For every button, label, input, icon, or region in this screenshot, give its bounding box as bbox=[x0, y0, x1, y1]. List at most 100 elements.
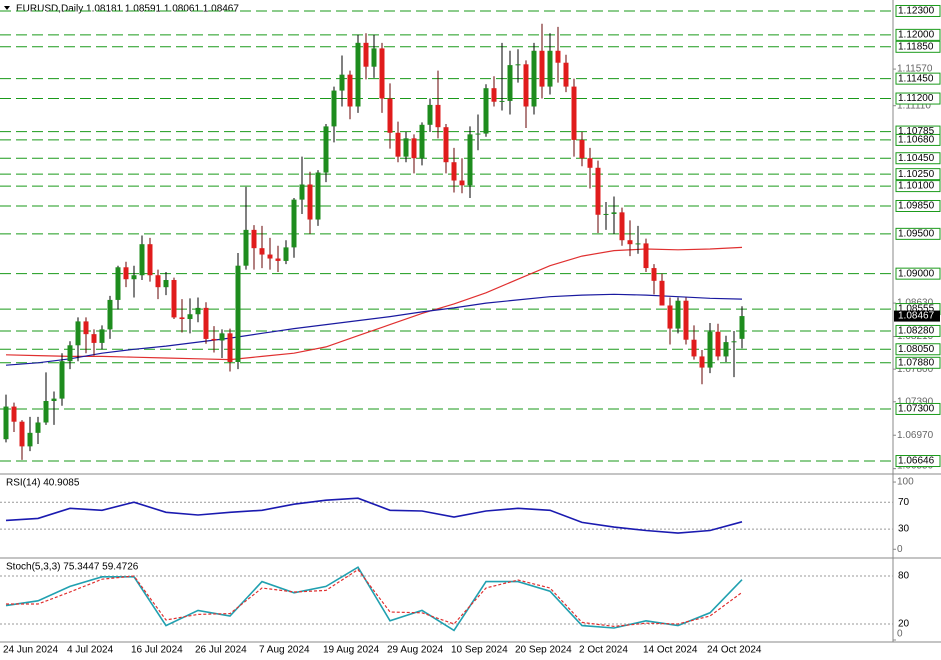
candle-body bbox=[699, 356, 705, 368]
candle-body bbox=[507, 65, 513, 101]
candle-body bbox=[99, 329, 105, 343]
candle-body bbox=[475, 133, 481, 135]
candle-body bbox=[331, 90, 337, 127]
level-label-box bbox=[895, 199, 941, 212]
candle-body bbox=[91, 334, 97, 343]
x-tick-label: 2 Oct 2024 bbox=[579, 645, 628, 656]
candle-body bbox=[499, 100, 505, 102]
indicator-line bbox=[5, 293, 743, 366]
x-tick-label: 4 Jul 2024 bbox=[67, 645, 114, 656]
level-label-box bbox=[895, 267, 941, 280]
candle-body bbox=[251, 229, 257, 249]
candle-body bbox=[587, 158, 593, 168]
candle-body bbox=[523, 64, 529, 107]
candle-body bbox=[227, 333, 233, 362]
candle-body bbox=[43, 401, 49, 423]
candle-body bbox=[291, 199, 297, 248]
level-label-box bbox=[895, 455, 941, 468]
x-tick-label: 19 Aug 2024 bbox=[323, 645, 380, 656]
candle-body bbox=[611, 212, 617, 214]
level-label: 1.12000 bbox=[898, 30, 935, 41]
level-label-box bbox=[895, 343, 941, 356]
candle-body bbox=[595, 167, 601, 215]
candle-body bbox=[443, 127, 449, 163]
candle-body bbox=[275, 258, 281, 261]
x-tick-label: 20 Sep 2024 bbox=[515, 645, 572, 656]
candle-body bbox=[179, 317, 185, 320]
level-label: 1.07300 bbox=[898, 404, 935, 415]
candle-body bbox=[75, 321, 81, 346]
chart-title: EURUSD,Daily 1.08181 1.08591 1.08061 1.0… bbox=[16, 4, 239, 15]
candle-body bbox=[731, 341, 737, 343]
candle-body bbox=[683, 300, 689, 340]
level-label: 1.09850 bbox=[898, 201, 935, 212]
level-label-box bbox=[895, 92, 941, 105]
level-label: 70 bbox=[898, 497, 910, 508]
candle-body bbox=[707, 331, 713, 368]
level-label: 30 bbox=[898, 524, 910, 535]
candle-body bbox=[435, 104, 441, 128]
candle-body bbox=[195, 307, 201, 315]
level-label: 1.07880 bbox=[898, 357, 935, 368]
candle-body bbox=[3, 406, 9, 440]
candle-body bbox=[571, 86, 577, 140]
candle-body bbox=[643, 243, 649, 269]
candle-body bbox=[187, 314, 193, 320]
level-label: 1.11850 bbox=[898, 41, 934, 52]
indicator-line bbox=[5, 497, 743, 534]
candle-body bbox=[139, 244, 145, 276]
candle-body bbox=[675, 300, 681, 329]
candle-body bbox=[11, 406, 17, 422]
level-label: 1.11450 bbox=[898, 73, 934, 84]
y-tick-label: 1.07390 bbox=[897, 396, 934, 407]
candle-body bbox=[547, 50, 553, 87]
last-price-label: 1.08467 bbox=[898, 311, 935, 322]
candle-body bbox=[539, 50, 545, 87]
candle-body bbox=[355, 42, 361, 107]
level-label-box bbox=[895, 180, 941, 193]
y-tick-label: 1.11110 bbox=[897, 100, 931, 111]
y-tick-label: 1.11570 bbox=[897, 64, 933, 75]
level-label-box bbox=[895, 152, 941, 165]
candle-body bbox=[715, 331, 721, 357]
level-label-box bbox=[895, 4, 941, 17]
level-label: 1.09000 bbox=[898, 268, 935, 279]
candle-body bbox=[67, 345, 73, 362]
level-label: 1.08050 bbox=[898, 344, 935, 355]
level-label: 1.10100 bbox=[898, 181, 935, 192]
indicator-line bbox=[6, 568, 743, 628]
level-label-box bbox=[895, 40, 941, 53]
candle-body bbox=[531, 50, 537, 107]
candle-body bbox=[35, 422, 41, 433]
y-tick-label: 0 bbox=[897, 544, 903, 555]
candle-body bbox=[219, 333, 225, 341]
candle-body bbox=[555, 50, 561, 63]
candle-body bbox=[635, 243, 641, 245]
level-label-box bbox=[895, 227, 941, 240]
level-label: 1.11200 bbox=[898, 93, 934, 104]
candle-body bbox=[267, 254, 273, 259]
x-tick-label: 24 Jun 2024 bbox=[3, 645, 58, 656]
candle-body bbox=[147, 244, 153, 276]
candle-body bbox=[387, 98, 393, 133]
level-label: 1.10680 bbox=[898, 135, 935, 146]
x-tick-label: 26 Jul 2024 bbox=[195, 645, 247, 656]
level-label: 1.12300 bbox=[898, 6, 935, 17]
candle-body bbox=[563, 62, 569, 87]
candle-body bbox=[659, 280, 665, 306]
level-label: 1.10785 bbox=[898, 126, 935, 137]
candle-body bbox=[403, 138, 409, 157]
level-label: 20 bbox=[898, 619, 910, 630]
x-tick-label: 14 Oct 2024 bbox=[643, 645, 698, 656]
x-tick-label: 16 Jul 2024 bbox=[131, 645, 183, 656]
candle-body bbox=[203, 307, 209, 339]
y-tick-label: 1.06970 bbox=[897, 430, 934, 441]
last-price-box bbox=[894, 310, 940, 322]
level-label: 1.06646 bbox=[898, 456, 935, 467]
candle-body bbox=[307, 184, 313, 220]
level-label: 1.10250 bbox=[898, 169, 935, 180]
candle-body bbox=[283, 247, 289, 261]
candle-body bbox=[243, 229, 249, 266]
